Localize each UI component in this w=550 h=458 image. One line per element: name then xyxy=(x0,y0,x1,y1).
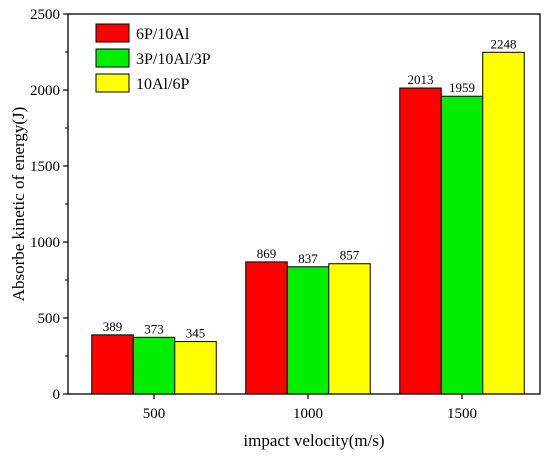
legend-swatch xyxy=(95,73,130,93)
legend-label: 10Al/6P xyxy=(136,76,189,93)
bars-layer xyxy=(91,51,525,395)
bar xyxy=(440,95,484,395)
plot-frame xyxy=(67,13,541,395)
data-label: 345 xyxy=(186,326,206,341)
bar xyxy=(399,87,442,395)
y-tick-label: 500 xyxy=(38,311,61,327)
data-labels-layer: 389 373 345 869 837 857 2013 1959 2248 xyxy=(103,36,517,340)
data-label: 389 xyxy=(103,319,123,334)
x-axis-title: impact velocity(m/s) xyxy=(243,431,384,450)
data-label: 373 xyxy=(144,321,164,336)
y-tick-label: 1500 xyxy=(30,159,60,175)
data-label: 2248 xyxy=(491,36,517,51)
bar xyxy=(482,51,525,395)
y-tick-label: 0 xyxy=(53,387,61,403)
legend-label: 3P/10Al/3P xyxy=(136,51,211,68)
y-axis-title: Absorbe kinetic of energy(J) xyxy=(9,107,28,302)
data-label: 837 xyxy=(298,251,318,266)
bar xyxy=(132,336,176,395)
x-tick-label: 1500 xyxy=(447,406,477,422)
legend-swatch xyxy=(95,23,130,43)
bar xyxy=(286,266,330,395)
y-tick-label: 2000 xyxy=(30,83,60,99)
data-label: 1959 xyxy=(449,80,475,95)
legend: 6P/10Al 3P/10Al/3P 10Al/6P xyxy=(95,23,211,93)
x-tick-label: 1000 xyxy=(293,406,323,422)
y-tick-label: 1000 xyxy=(30,235,60,251)
legend-swatch xyxy=(95,48,130,68)
x-tick-label: 500 xyxy=(143,406,166,422)
x-axis: 500 1000 1500 xyxy=(143,394,477,422)
data-label: 2013 xyxy=(408,72,434,87)
bar xyxy=(245,261,288,395)
data-label: 869 xyxy=(257,246,277,261)
data-label: 857 xyxy=(340,248,360,263)
y-axis: 0 500 1000 1500 2000 2500 xyxy=(30,7,68,403)
legend-label: 6P/10Al xyxy=(136,26,190,43)
y-tick-label: 2500 xyxy=(30,7,60,23)
bar xyxy=(91,334,134,395)
bar xyxy=(174,341,217,395)
bar xyxy=(328,263,371,395)
